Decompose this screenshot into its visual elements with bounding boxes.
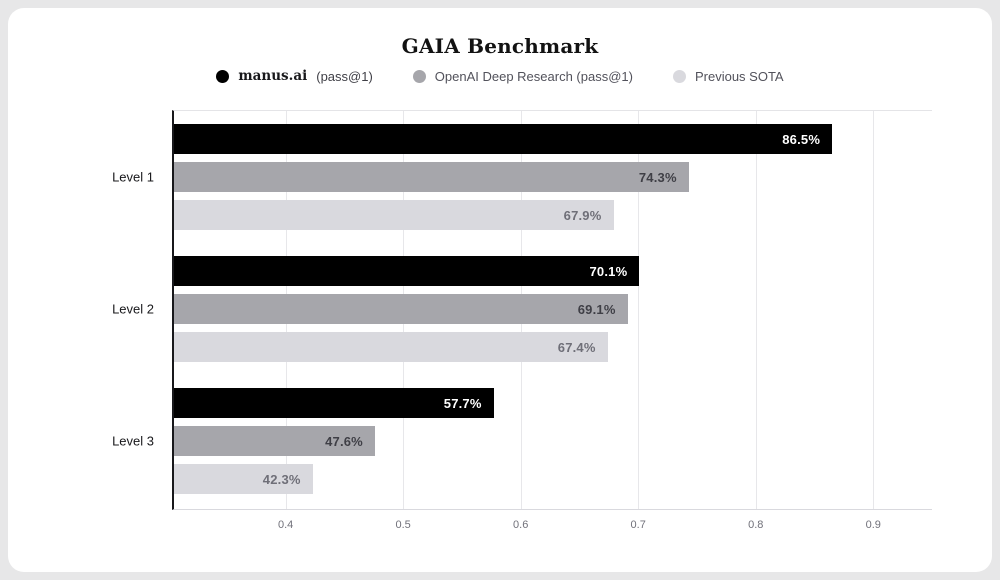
bar-value-label: 67.4% xyxy=(557,339,596,355)
plot-area: 0.4 0.5 0.6 0.7 0.8 0.9 Level 1 86.5% 74.3% 67.9%… xyxy=(112,110,932,531)
legend-item-openai: OpenAI Deep Research (pass@1) xyxy=(412,68,633,84)
bar-value-label: 74.3% xyxy=(638,169,677,185)
bar-value-label: 47.6% xyxy=(325,433,363,449)
category-label: Level 2 xyxy=(112,301,154,317)
legend-marker-manus xyxy=(216,69,230,83)
chart-title: GAIA Benchmark xyxy=(401,34,599,58)
x-tick-label: 0.5 xyxy=(395,519,411,531)
x-tick-label: 0.7 xyxy=(630,519,646,531)
gridline xyxy=(755,111,757,509)
bar: 42.3% xyxy=(174,464,313,494)
bar-value-label: 57.7% xyxy=(443,395,482,411)
legend-label: OpenAI Deep Research (pass@1) xyxy=(434,68,633,84)
bar: 67.9% xyxy=(174,200,614,230)
bar: 47.6% xyxy=(174,426,375,456)
legend-marker-openai xyxy=(412,69,426,83)
bar: 74.3% xyxy=(174,162,689,192)
chart-card: GAIA Benchmark manus.ai (pass@1) OpenAI … xyxy=(8,8,992,572)
bar: 69.1% xyxy=(174,294,628,324)
legend-item-manus: manus.ai (pass@1) xyxy=(216,68,373,84)
bar-value-label: 67.9% xyxy=(563,207,602,223)
legend-marker-previous-sota xyxy=(672,69,686,83)
gridline xyxy=(873,111,875,509)
legend-label: Previous SOTA xyxy=(694,68,784,84)
gridline xyxy=(638,111,640,509)
bar: 70.1% xyxy=(174,256,640,286)
legend: manus.ai (pass@1) OpenAI Deep Research (… xyxy=(8,68,992,84)
bar-value-label: 86.5% xyxy=(782,131,821,147)
category-label: Level 3 xyxy=(112,433,154,449)
bar-value-label: 42.3% xyxy=(262,471,301,487)
x-tick-label: 0.6 xyxy=(513,519,529,531)
x-tick-label: 0.9 xyxy=(865,519,881,531)
legend-item-previous-sota: Previous SOTA xyxy=(672,68,784,84)
x-tick-label: 0.8 xyxy=(748,519,764,531)
bar: 67.4% xyxy=(174,332,608,362)
legend-label-suffix: (pass@1) xyxy=(316,68,373,84)
bar-value-label: 69.1% xyxy=(577,301,616,317)
bar: 57.7% xyxy=(174,388,494,418)
category-label: Level 1 xyxy=(112,169,154,185)
bar-value-label: 70.1% xyxy=(589,263,628,279)
x-tick-label: 0.4 xyxy=(277,519,294,531)
bar: 86.5% xyxy=(174,124,833,154)
legend-label: manus.ai xyxy=(238,68,308,84)
